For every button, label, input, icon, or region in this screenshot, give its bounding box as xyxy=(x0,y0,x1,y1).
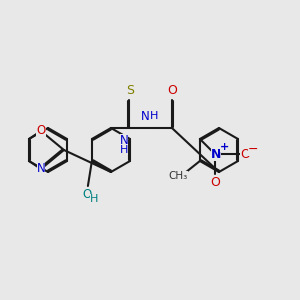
Text: CH₃: CH₃ xyxy=(168,171,188,181)
Text: O: O xyxy=(167,85,177,98)
Text: O: O xyxy=(240,148,250,160)
Text: +: + xyxy=(220,142,230,152)
Text: H: H xyxy=(120,145,128,155)
Text: N: N xyxy=(211,148,221,160)
Text: H: H xyxy=(90,194,98,204)
Text: N: N xyxy=(141,110,150,122)
Text: N: N xyxy=(120,134,128,146)
Text: N: N xyxy=(37,163,45,176)
Text: H: H xyxy=(150,111,159,121)
Text: O: O xyxy=(82,188,92,200)
Text: −: − xyxy=(248,142,258,155)
Text: O: O xyxy=(36,124,46,137)
Text: S: S xyxy=(126,85,134,98)
Text: O: O xyxy=(210,176,220,190)
